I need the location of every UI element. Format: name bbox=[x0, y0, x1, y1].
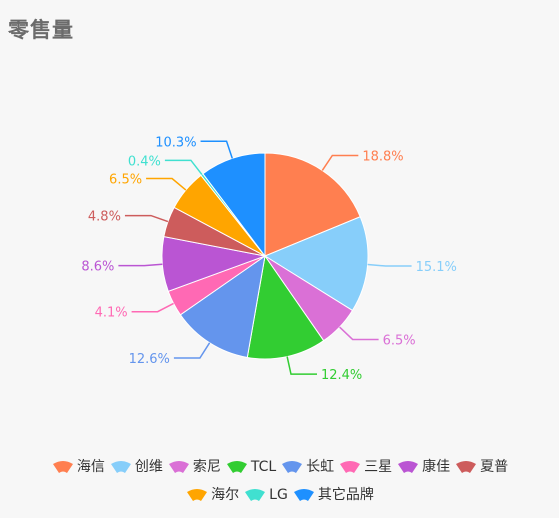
legend-swatch-icon bbox=[168, 461, 189, 473]
legend-label: LG bbox=[269, 487, 288, 503]
pie-chart: 18.8% 15.1% 6.5% 12.4% 12.6% 4.1% 8.6% 4.8% 6.5%… bbox=[81, 135, 457, 383]
label-line-海信 bbox=[321, 154, 359, 171]
data-label-创维: 15.1% bbox=[416, 260, 457, 275]
legend-swatch-icon bbox=[245, 489, 266, 501]
pie-slice-长虹[interactable] bbox=[179, 254, 266, 359]
chart-title: 零售量 bbox=[8, 18, 74, 42]
legend-swatch-icon bbox=[293, 489, 314, 501]
data-label-TCL: 12.4% bbox=[321, 368, 362, 383]
legend-label: 海尔 bbox=[211, 487, 240, 503]
data-label-海尔: 6.5% bbox=[109, 172, 142, 187]
legend-row: 海信 创维 索尼 TCL 长虹 三星 康佳 夏普 bbox=[0, 453, 559, 481]
legend-item-TCL[interactable]: TCL bbox=[225, 453, 276, 481]
legend-label: 海信 bbox=[76, 459, 105, 475]
legend-item-LG[interactable]: LG bbox=[243, 481, 288, 509]
label-line-海尔 bbox=[146, 177, 187, 191]
legend-label: 三星 bbox=[364, 459, 393, 475]
legend-label: TCL bbox=[250, 459, 277, 475]
label-line-其它品牌 bbox=[200, 140, 233, 159]
label-line-康佳 bbox=[118, 263, 163, 267]
legend-label: 索尼 bbox=[192, 459, 221, 475]
data-label-索尼: 6.5% bbox=[383, 333, 416, 348]
data-label-夏普: 4.8% bbox=[88, 210, 121, 225]
legend-label: 创维 bbox=[134, 459, 163, 475]
legend-item-三星[interactable]: 三星 bbox=[338, 453, 392, 481]
label-line-三星 bbox=[131, 302, 174, 313]
label-line-TCL bbox=[286, 356, 317, 375]
label-line-LG bbox=[164, 159, 203, 176]
legend-label: 长虹 bbox=[306, 459, 335, 475]
legend-label: 康佳 bbox=[422, 459, 451, 475]
legend-swatch-icon bbox=[340, 461, 361, 473]
legend-row: 海尔 LG 其它品牌 bbox=[0, 481, 559, 509]
chart-legend: 海信 创维 索尼 TCL 长虹 三星 康佳 夏普海尔 LG 其它品牌 bbox=[0, 453, 559, 509]
data-label-海信: 18.8% bbox=[362, 149, 403, 164]
pie-slice-TCL[interactable] bbox=[246, 254, 325, 360]
legend-swatch-icon bbox=[398, 461, 419, 473]
legend-item-康佳[interactable]: 康佳 bbox=[396, 453, 450, 481]
label-line-索尼 bbox=[339, 326, 379, 341]
label-line-长虹 bbox=[173, 342, 211, 359]
data-label-LG: 0.4% bbox=[128, 154, 161, 169]
legend-swatch-icon bbox=[52, 461, 73, 473]
legend-item-长虹[interactable]: 长虹 bbox=[280, 453, 334, 481]
pie-slice-海信[interactable] bbox=[264, 152, 361, 257]
legend-item-创维[interactable]: 创维 bbox=[109, 453, 163, 481]
legend-label: 夏普 bbox=[480, 459, 509, 475]
legend-item-索尼[interactable]: 索尼 bbox=[167, 453, 221, 481]
legend-swatch-icon bbox=[282, 461, 303, 473]
legend-swatch-icon bbox=[456, 461, 477, 473]
legend-swatch-icon bbox=[187, 489, 208, 501]
legend-swatch-icon bbox=[110, 461, 131, 473]
data-label-其它品牌: 10.3% bbox=[155, 135, 196, 150]
legend-item-夏普[interactable]: 夏普 bbox=[454, 453, 508, 481]
legend-swatch-icon bbox=[226, 461, 247, 473]
legend-item-海尔[interactable]: 海尔 bbox=[185, 481, 239, 509]
label-line-创维 bbox=[367, 263, 412, 267]
data-label-长虹: 12.6% bbox=[129, 352, 170, 367]
legend-label: 其它品牌 bbox=[317, 487, 374, 503]
data-label-三星: 4.1% bbox=[95, 306, 128, 321]
data-label-康佳: 8.6% bbox=[81, 260, 114, 275]
legend-item-其它品牌[interactable]: 其它品牌 bbox=[292, 481, 374, 509]
legend-item-海信[interactable]: 海信 bbox=[51, 453, 105, 481]
label-line-夏普 bbox=[124, 214, 169, 223]
